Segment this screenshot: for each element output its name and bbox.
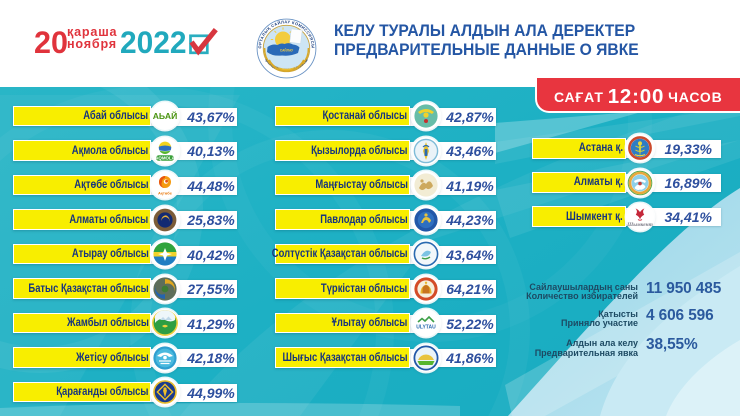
svg-text:САЙЛАУ: САЙЛАУ [279, 48, 293, 52]
svg-text:АЬАЙ: АЬАЙ [153, 110, 178, 121]
svg-text:Ақтөбе: Ақтөбе [158, 191, 173, 196]
svg-text:ULYTAU: ULYTAU [416, 325, 436, 331]
svg-text:Шымкент: Шымкент [626, 222, 653, 228]
svg-text:AQMOLA: AQMOLA [155, 155, 175, 160]
